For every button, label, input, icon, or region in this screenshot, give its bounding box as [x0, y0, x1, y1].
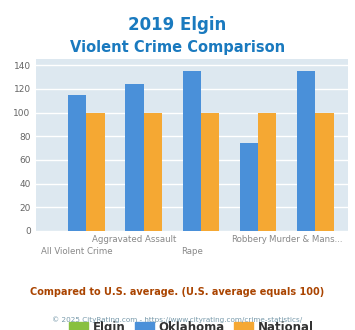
Bar: [240, 144, 258, 231]
Bar: [258, 113, 277, 231]
Text: Compared to U.S. average. (U.S. average equals 100): Compared to U.S. average. (U.S. average …: [31, 287, 324, 297]
Text: 2019 Elgin: 2019 Elgin: [129, 16, 226, 35]
Bar: [182, 71, 201, 231]
Text: © 2025 CityRating.com - https://www.cityrating.com/crime-statistics/: © 2025 CityRating.com - https://www.city…: [53, 316, 302, 323]
Text: Violent Crime Comparison: Violent Crime Comparison: [70, 40, 285, 54]
Bar: [201, 113, 219, 231]
Bar: [68, 95, 86, 231]
Bar: [86, 113, 105, 231]
Legend: Elgin, Oklahoma, National: Elgin, Oklahoma, National: [65, 316, 319, 330]
Bar: [297, 71, 315, 231]
Bar: [125, 84, 144, 231]
Bar: [144, 113, 162, 231]
Bar: [315, 113, 334, 231]
